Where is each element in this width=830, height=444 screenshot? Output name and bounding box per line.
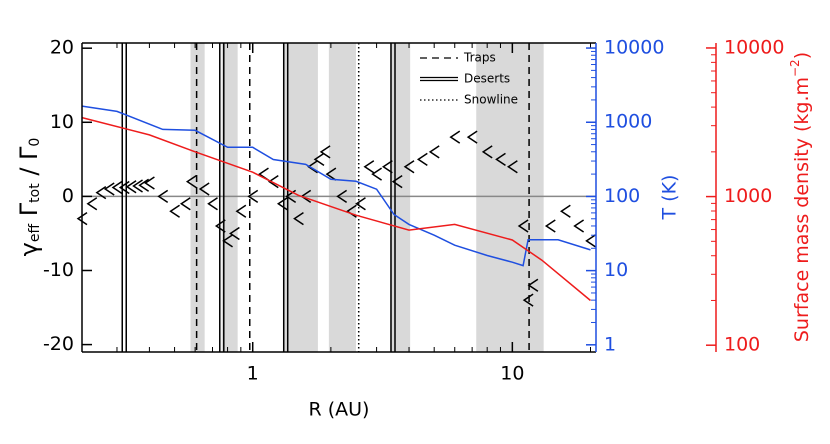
chevron-marker — [169, 204, 180, 218]
y3-axis-label: Surface mass density (kg.m−2) — [788, 52, 813, 342]
chevron-marker — [346, 204, 357, 218]
y2-tick-label: 1000 — [604, 111, 652, 133]
chevron-marker — [103, 182, 115, 196]
chevron-marker — [293, 211, 304, 226]
y3-tick-label: 10000 — [724, 36, 784, 58]
chevron-marker — [138, 178, 150, 192]
y-tick-label: 20 — [50, 37, 74, 59]
y2-tick-label: 10 — [604, 259, 628, 281]
chevron-marker — [319, 145, 331, 159]
chevron-marker — [313, 152, 325, 166]
chevron-marker — [229, 226, 240, 241]
chevron-marker — [449, 130, 461, 144]
chevron-marker — [522, 293, 534, 307]
chevron-marker — [132, 179, 143, 193]
chevron-marker — [481, 145, 493, 159]
chevron-marker — [198, 182, 210, 196]
chevron-marker — [276, 197, 288, 211]
chevron-marker — [179, 197, 191, 211]
y-tick-label: 10 — [50, 111, 74, 133]
shaded-region — [476, 43, 544, 352]
chevron-marker — [391, 174, 403, 189]
chevron-marker — [517, 219, 529, 233]
chevron-marker — [544, 219, 556, 233]
x-tick-label: 10 — [500, 363, 524, 385]
chevron-marker — [559, 204, 571, 218]
chevron-marker — [381, 160, 393, 174]
chevron-marker — [428, 145, 440, 159]
legend-label: Snowline — [464, 93, 518, 107]
y2-axis-label: T (K) — [659, 175, 681, 221]
shaded-region — [328, 43, 356, 352]
chevron-marker — [416, 152, 428, 166]
series-line — [81, 105, 591, 267]
chevron-marker — [111, 180, 123, 195]
legend-label: Deserts — [464, 72, 510, 86]
chevron-marker — [495, 152, 506, 166]
chevron-marker — [185, 174, 197, 189]
legend-label: Traps — [463, 51, 496, 65]
y2-tick-label: 100 — [604, 185, 640, 207]
y2-tick-label: 1 — [604, 333, 616, 355]
chevron-marker — [585, 234, 596, 248]
x-tick-label: 1 — [247, 363, 259, 385]
y-tick-label: 0 — [62, 185, 74, 207]
y-axis-label: γeff Γtot / Γ0 — [15, 138, 43, 257]
y3-tick-label: 1000 — [724, 185, 772, 207]
chevron-marker — [144, 176, 155, 190]
chevron-marker — [267, 174, 279, 189]
chevron-marker — [336, 189, 348, 204]
chevron-marker — [86, 197, 98, 211]
chevron-marker — [95, 186, 107, 200]
chevron-marker — [325, 167, 337, 181]
chevron-marker — [214, 219, 226, 233]
y3-tick-label: 100 — [724, 334, 760, 356]
plot-area — [76, 43, 596, 352]
y-tick-label: -20 — [43, 333, 74, 355]
y-tick-label: -10 — [43, 259, 74, 281]
shaded-region — [190, 43, 205, 352]
chevron-marker — [506, 160, 518, 174]
shaded-region — [390, 43, 411, 352]
series-line — [81, 116, 591, 302]
chevron-marker — [363, 160, 375, 174]
chevron-marker — [355, 197, 366, 211]
chevron-marker — [207, 197, 218, 211]
chevron-marker — [157, 189, 169, 204]
chevron-marker — [527, 278, 539, 292]
chevron-marker — [125, 180, 137, 194]
x-axis-label: R (AU) — [309, 399, 370, 421]
chevron-marker — [76, 211, 88, 226]
shaded-region — [221, 43, 238, 352]
chevron-marker — [118, 180, 130, 195]
chevron-marker — [235, 204, 247, 218]
chevron-marker — [247, 189, 259, 204]
chevron-marker — [573, 219, 585, 233]
chevron-marker — [371, 167, 383, 181]
chevron-marker — [403, 160, 415, 174]
y2-tick-label: 10000 — [604, 37, 664, 59]
chevron-marker — [466, 130, 478, 144]
chevron-marker — [222, 234, 233, 248]
